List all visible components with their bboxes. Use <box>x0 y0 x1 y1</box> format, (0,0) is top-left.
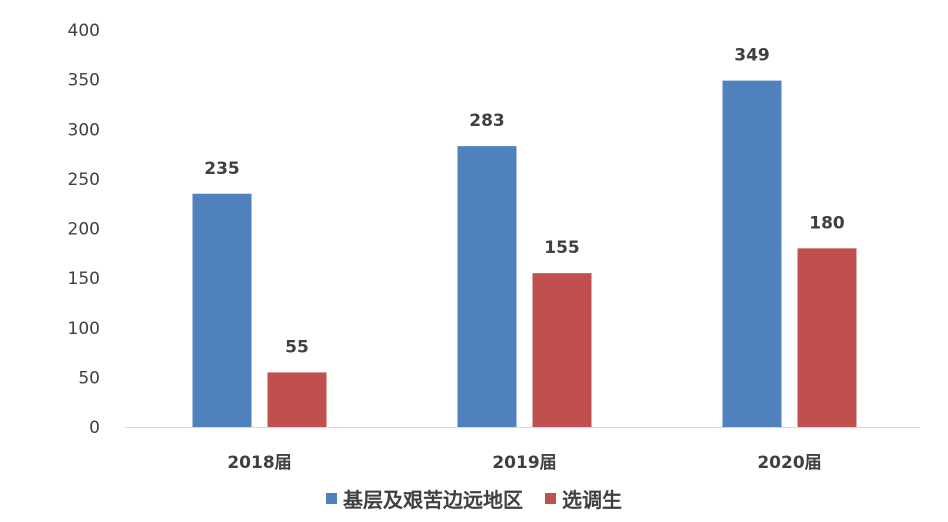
data-label: 155 <box>544 238 580 258</box>
y-tick-label: 350 <box>68 71 100 91</box>
x-tick-label: 2019届 <box>492 453 556 473</box>
y-tick-label: 300 <box>68 120 100 140</box>
y-tick-label: 400 <box>68 21 100 41</box>
data-label: 180 <box>809 213 845 233</box>
legend-label-series-0: 基层及艰苦边远地区 <box>343 488 523 512</box>
x-tick-label: 2020届 <box>757 453 821 473</box>
bar-1-0 <box>267 372 327 427</box>
bar-1-1 <box>532 273 592 427</box>
legend-item-series-0: 基层及艰苦边远地区 <box>326 484 523 513</box>
y-tick-label: 250 <box>68 170 100 190</box>
data-label: 55 <box>285 337 309 357</box>
bar-0-2 <box>722 80 782 428</box>
y-tick-label: 0 <box>89 418 100 438</box>
y-tick-label: 150 <box>68 269 100 289</box>
bar-1-2 <box>797 248 857 427</box>
x-tick-label: 2018届 <box>227 453 291 473</box>
bar-chart: 0 50 100 150 200 250 300 350 400 2018届 235 55 2019届 2… <box>68 21 920 473</box>
data-label: 283 <box>469 111 505 131</box>
legend-swatch-series-1 <box>545 493 556 504</box>
legend-label-series-1: 选调生 <box>562 488 622 512</box>
legend-swatch-series-0 <box>326 493 337 504</box>
legend-item-series-1: 选调生 <box>545 484 622 513</box>
y-tick-label: 200 <box>68 220 100 240</box>
data-label: 349 <box>734 46 770 66</box>
bar-0-1 <box>457 146 517 427</box>
y-tick-label: 50 <box>78 368 100 388</box>
bar-0-0 <box>192 193 252 427</box>
legend: 基层及艰苦边远地区 选调生 <box>0 484 948 513</box>
data-label: 235 <box>204 159 240 179</box>
y-tick-label: 100 <box>68 319 100 339</box>
